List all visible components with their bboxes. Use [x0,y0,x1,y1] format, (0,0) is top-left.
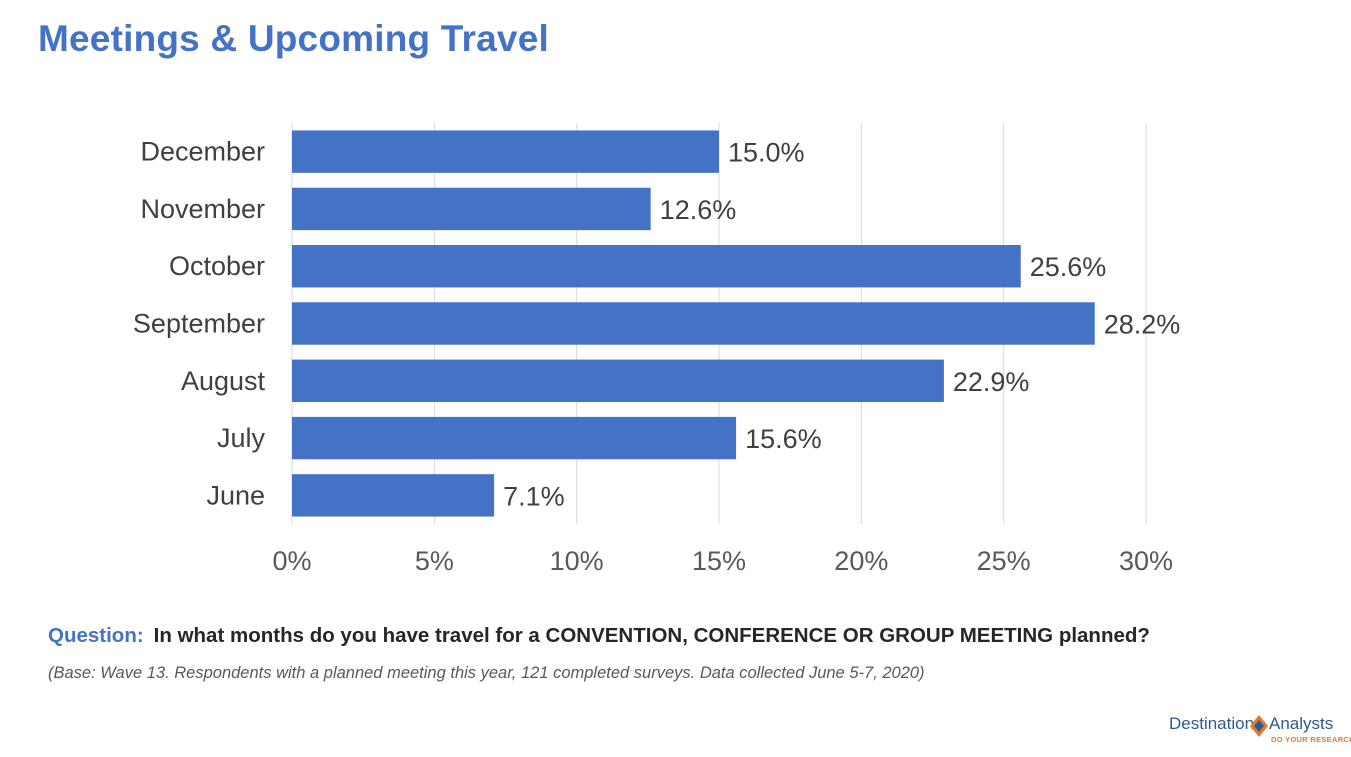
category-label: December [140,137,265,167]
x-tick-label: 5% [415,546,454,576]
data-label: 22.9% [953,367,1030,397]
data-label: 15.0% [728,138,805,168]
bar [292,130,719,173]
brand-name-left: Destination [1169,714,1255,733]
category-label: June [206,480,265,510]
category-label: July [217,423,266,453]
x-tick-label: 20% [834,546,888,576]
bar [292,416,737,460]
question-body: In what months do you have travel for a … [153,624,1150,647]
bar [292,245,1021,288]
category-label: October [169,251,265,281]
category-label: September [133,309,265,339]
chart-labels: 0% 5% 10% 15% 20% 25% 30% December 15.0% November… [133,137,1180,576]
bar [292,302,1095,345]
category-label: November [140,194,265,224]
question-text: Question: In what months do you have trav… [48,624,1150,648]
chart-bars [292,130,1095,517]
brand-logo: Destination Analysts DO YOUR RESEARCH [1169,712,1351,746]
x-tick-label: 25% [977,546,1031,576]
bar [292,187,651,231]
bar-chart: 0% 5% 10% 15% 20% 25% 30% December 15.0% November… [133,123,1180,576]
brand-tagline: DO YOUR RESEARCH [1271,735,1351,744]
bar [292,474,495,517]
x-tick-label: 10% [550,546,604,576]
bar [292,359,944,402]
brand-name-right: Analysts [1269,714,1334,733]
data-label: 25.6% [1030,252,1107,282]
category-label: August [181,366,266,396]
data-label: 12.6% [660,195,737,225]
x-tick-label: 30% [1119,546,1173,576]
diamond-logo-icon [1250,715,1268,737]
question-prefix: Question: [48,624,144,647]
x-tick-label: 15% [692,546,746,576]
data-label: 28.2% [1104,310,1181,340]
page-title: Meetings & Upcoming Travel [38,18,549,59]
x-tick-label: 0% [272,546,311,576]
base-note: (Base: Wave 13. Respondents with a plann… [48,664,925,682]
data-label: 7.1% [503,481,565,511]
data-label: 15.6% [745,424,822,454]
